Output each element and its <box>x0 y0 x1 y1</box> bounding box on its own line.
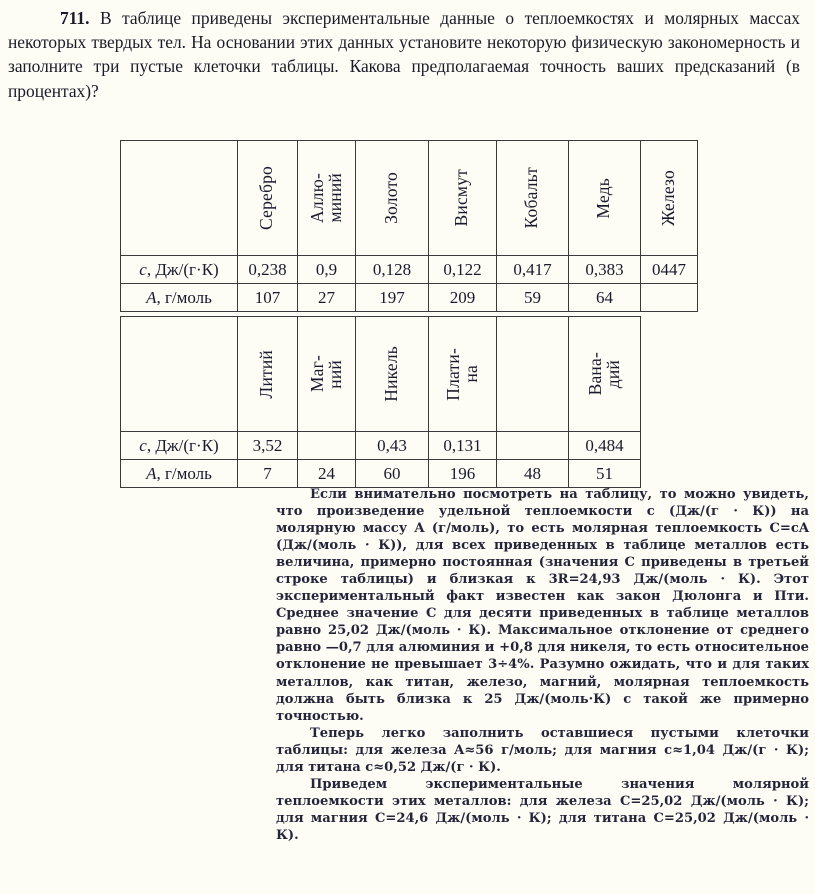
solution-paragraph-3: Приведем экспериментальные значения моля… <box>276 776 809 843</box>
cell-value: 51 <box>568 459 641 488</box>
column-header-magnesium: Маг- ний <box>297 316 356 432</box>
cell-value: 0,122 <box>428 255 497 284</box>
cell-value: 0,484 <box>568 431 641 460</box>
row-label-symbol: c <box>139 435 147 455</box>
cell-value: 196 <box>428 459 497 488</box>
cell-value: 7 <box>237 459 298 488</box>
cell-value: 24 <box>297 459 356 488</box>
column-header-line1: Никель <box>380 346 401 402</box>
data-table-one: Серебро Аллю- миний Золото Висмут <box>120 140 698 312</box>
table-row-specific-heat: c, Дж/(г·К) 3,52 0,43 0,131 0,484 <box>120 431 641 460</box>
column-header-line1: Плати- <box>442 347 463 401</box>
cell-value: 107 <box>237 283 298 312</box>
table-header-row: Литий Маг- ний Никель Плати- на <box>120 316 641 432</box>
column-header-platinum: Плати- на <box>428 316 497 432</box>
cell-value: 0,383 <box>568 255 641 284</box>
column-header-silver: Серебро <box>237 140 298 256</box>
cell-value: 60 <box>355 459 429 488</box>
column-header-line1: Медь <box>593 177 614 219</box>
column-header-line1: Железо <box>657 169 678 227</box>
column-header-aluminium: Аллю- миний <box>297 140 356 256</box>
cell-value: 0,417 <box>496 255 569 284</box>
row-label-units: , Дж/(г·К) <box>146 435 219 455</box>
column-header-nickel: Никель <box>355 316 429 432</box>
cell-value: 59 <box>496 283 569 312</box>
cell-value: 3,52 <box>237 431 298 460</box>
table-row-molar-mass: A, г/моль 7 24 60 196 48 51 <box>120 459 641 488</box>
column-header-bismuth: Висмут <box>428 140 497 256</box>
cell-value-empty <box>297 431 356 460</box>
column-header-line1: Висмут <box>451 169 472 227</box>
column-header-titanium-blank <box>496 316 569 432</box>
row-label-molar-mass: A, г/моль <box>120 459 238 488</box>
row-label-symbol: A <box>146 287 157 307</box>
row-label-units: , Дж/(г·К) <box>146 259 219 279</box>
cell-value: 0,43 <box>355 431 429 460</box>
solution-paragraph-1: Если внимательно посмотреть на таблицу, … <box>276 487 809 724</box>
problem-text: В таблице приведены экспериментальные да… <box>8 8 800 101</box>
row-label-symbol: c <box>139 259 147 279</box>
column-header-line1: Кобальт <box>521 167 542 229</box>
column-header-line2: на <box>461 365 481 383</box>
cell-value: 0,238 <box>237 255 298 284</box>
column-header-line1: Вана- <box>584 352 605 396</box>
row-label-units: , г/моль <box>156 287 212 307</box>
column-header-line2: ний <box>325 359 345 389</box>
cell-value: 27 <box>297 283 356 312</box>
cell-value: 64 <box>568 283 641 312</box>
cell-value: 197 <box>355 283 429 312</box>
column-header-copper: Медь <box>568 140 641 256</box>
column-header-line1: Литий <box>256 349 277 399</box>
table-row-specific-heat: c, Дж/(г·К) 0,238 0,9 0,128 0,122 0,417 … <box>120 255 698 284</box>
table-corner-cell <box>120 140 238 256</box>
cell-value: 0,131 <box>428 431 497 460</box>
column-header-iron: Железо <box>640 140 698 256</box>
row-label-symbol: A <box>146 463 157 483</box>
problem-number: 711. <box>60 8 90 28</box>
column-header-vanadium: Вана- дий <box>568 316 641 432</box>
cell-value-empty <box>640 283 698 312</box>
cell-value: 0,128 <box>355 255 429 284</box>
cell-value: 48 <box>496 459 569 488</box>
solution-block: Если внимательно посмотреть на таблицу, … <box>276 486 809 844</box>
row-label-specific-heat: c, Дж/(г·К) <box>120 255 238 284</box>
row-label-molar-mass: A, г/моль <box>120 283 238 312</box>
column-header-line1: Маг- <box>306 355 327 393</box>
row-label-specific-heat: c, Дж/(г·К) <box>120 431 238 460</box>
data-table-two: Литий Маг- ний Никель Плати- на <box>120 316 641 488</box>
cell-value: 0447 <box>640 255 698 284</box>
cell-value: 209 <box>428 283 497 312</box>
solution-paragraph-2: Теперь легко заполнить оставшиеся пустым… <box>276 725 809 775</box>
column-header-line1: Аллю- <box>306 172 327 223</box>
table-corner-cell <box>120 316 238 432</box>
column-header-line2: дий <box>603 359 623 389</box>
column-header-line1: Серебро <box>256 166 277 230</box>
column-header-lithium: Литий <box>237 316 298 432</box>
column-header-gold: Золото <box>355 140 429 256</box>
problem-statement: 711. В таблице приведены экспериментальн… <box>8 6 800 103</box>
table-header-row: Серебро Аллю- миний Золото Висмут <box>120 140 698 256</box>
cell-value-empty <box>496 431 569 460</box>
row-label-units: , г/моль <box>156 463 212 483</box>
table-row-molar-mass: A, г/моль 107 27 197 209 59 64 <box>120 283 698 312</box>
column-header-line1: Золото <box>380 172 401 224</box>
column-header-line2: миний <box>325 173 345 223</box>
cell-value: 0,9 <box>297 255 356 284</box>
column-header-cobalt: Кобальт <box>496 140 569 256</box>
